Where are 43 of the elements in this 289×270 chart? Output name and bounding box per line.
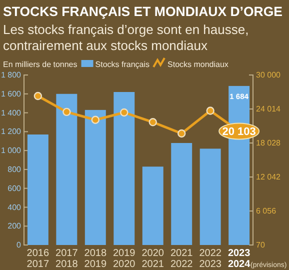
x-tick-label: 2023 2024 — [228, 248, 251, 270]
y-tick-label: 1 600 — [0, 89, 22, 98]
chart-subtitle: Les stocks français d’orge sont en hausse, contrairement aux stocks mondiaux — [3, 22, 249, 53]
point — [91, 116, 100, 124]
y2-tick-label: 18 028 — [256, 138, 282, 148]
y-tick-label: 1 000 — [0, 146, 22, 156]
bar — [200, 148, 221, 245]
bar — [171, 143, 192, 245]
point — [120, 108, 128, 117]
bar — [27, 134, 48, 245]
y2-tick-label: 24 014 — [256, 104, 282, 114]
y-tick-label: 200 — [8, 222, 22, 231]
y-tick-label: 0 — [16, 240, 22, 250]
y2-tick-label: 12 042 — [256, 172, 282, 182]
y-axis-title: En milliers de tonnes — [3, 60, 78, 69]
bar — [56, 94, 78, 245]
x-tick-label: 2017 2018 — [56, 248, 78, 270]
y2-tick-label: 6 056 — [256, 206, 277, 216]
legend-label: Stocks français — [95, 60, 150, 69]
x-tick-label: 2016 2017 — [26, 248, 50, 270]
y2-tick-label: 70 — [256, 240, 266, 250]
bar — [114, 92, 135, 245]
x-tick-label: 2020 2021 — [142, 248, 164, 270]
y-tick-label: 600 — [8, 184, 22, 193]
point — [206, 106, 214, 115]
y-tick-label: 400 — [8, 202, 22, 212]
point — [62, 108, 71, 116]
x-tick-label: 2018 2019 — [84, 248, 107, 270]
x-tick-label: 2019 2020 — [113, 248, 136, 270]
y-tick-label: 1 800 — [0, 70, 22, 80]
point — [148, 118, 157, 126]
chart-title: STOCKS FRANÇAIS ET MONDIAUX D’ORGE — [3, 4, 283, 19]
x-tick-label: 2022 2023 — [199, 248, 222, 270]
point — [178, 129, 186, 138]
y-tick-label: 1 400 — [0, 108, 22, 118]
point — [34, 92, 42, 100]
y-tick-label: 1 200 — [0, 127, 22, 136]
legend-label: Stocks mondiaux — [168, 60, 228, 69]
bar — [142, 166, 164, 245]
bar — [84, 110, 106, 245]
y2-tick-label: 30 000 — [256, 70, 282, 80]
x-tick-label: 2021 2022 — [170, 248, 194, 270]
y-tick-label: 800 — [8, 165, 22, 174]
